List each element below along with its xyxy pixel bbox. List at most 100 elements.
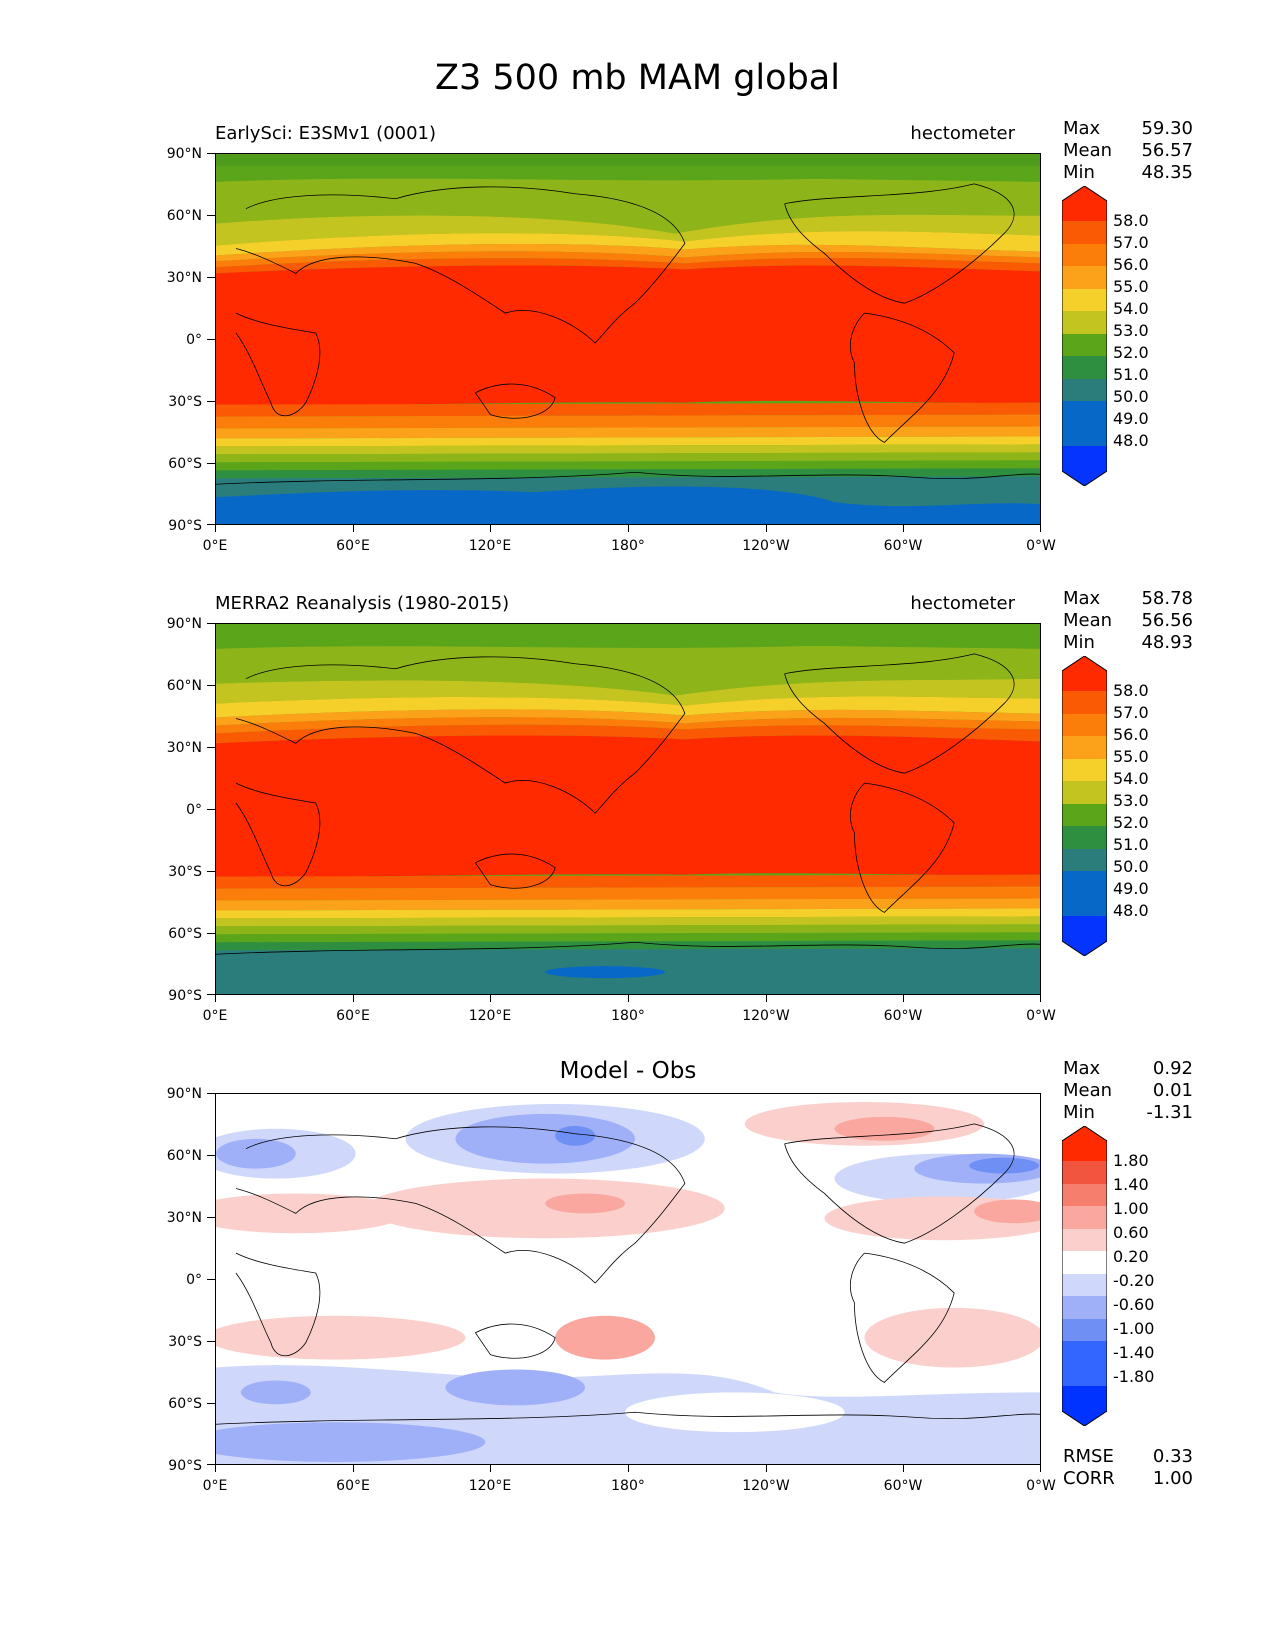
x-tick [215,995,217,1002]
band-s55 [216,426,1040,439]
band-51 [216,154,1040,166]
x-tick [353,995,355,1002]
x-tick [215,525,217,532]
y-tick-label: 30°S [168,864,202,880]
y-tick-label: 0° [186,802,202,818]
pos-anomaly [545,1193,626,1214]
y-tick [207,524,215,526]
x-tick-label: 120°W [742,1008,790,1024]
y-tick-label: 30°S [168,394,202,410]
colorbar-swatches [1061,185,1108,487]
stat-label: Mean [1063,1080,1113,1101]
band-s48 [216,486,1040,524]
band-53 [216,678,1040,706]
x-tick-label: 0°E [202,1478,228,1494]
band-s56 [216,886,1040,901]
pos-anomaly [834,1116,935,1141]
band-s51 [216,932,1040,943]
stat-min: 48.93 [1141,632,1193,653]
x-tick-label: 120°E [468,1478,512,1494]
y-tick-label: 90°S [168,988,202,1004]
colorbar-label: 54.0 [1113,769,1149,788]
stat-min: -1.31 [1146,1102,1193,1123]
y-tick [207,401,215,403]
neg-anomaly [445,1369,586,1406]
x-tick [353,525,355,532]
band-57 [216,724,1040,744]
stat-label: Max [1063,588,1101,609]
panel-obs: MERRA2 Reanalysis (1980-2015) hectometer [0,588,1275,1028]
y-tick [207,685,215,687]
colorbar-label: 0.20 [1113,1247,1149,1266]
stat-max: 58.78 [1141,588,1193,609]
pos-anomaly [216,1193,406,1234]
y-tick-label: 30°N [166,1210,202,1226]
y-tick [207,809,215,811]
y-tick [207,215,215,217]
band-53 [216,214,1040,246]
metric-corr: 1.00 [1152,1468,1193,1489]
stat-label: Min [1063,1102,1095,1123]
stat-label: Max [1063,118,1101,139]
band-s54 [216,908,1040,919]
neg-anomaly [216,1138,296,1169]
x-tick [766,1465,768,1472]
pos-anomaly [864,1307,1040,1368]
x-tick [766,525,768,532]
y-tick-label: 30°S [168,1334,202,1350]
neg-anomaly [216,1422,486,1463]
x-tick-label: 120°E [468,1008,512,1024]
stat-mean: 56.56 [1141,610,1193,631]
pos-anomaly [974,1199,1040,1224]
field-map-diff [216,1094,1040,1464]
y-tick [207,1217,215,1219]
y-tick [207,1279,215,1281]
coastlines [216,1123,1040,1425]
x-tick-label: 60°W [883,1478,923,1494]
panel-model: EarlySci: E3SMv1 (0001) hectometer [0,118,1275,558]
stat-label: Mean [1063,610,1113,631]
metric-label: RMSE [1063,1446,1114,1467]
y-tick-label: 0° [186,332,202,348]
band-s56 [216,414,1040,429]
y-tick-label: 90°S [168,1458,202,1474]
panel-title-left: EarlySci: E3SMv1 (0001) [215,123,437,144]
colorbar-label: 1.80 [1113,1151,1149,1170]
map-diff [215,1093,1041,1465]
coastlines [216,183,1040,485]
colorbar-label: 1.40 [1113,1175,1149,1194]
colorbar-label: 54.0 [1113,299,1149,318]
y-tick-label: 0° [186,1272,202,1288]
neg-anomaly [969,1157,1040,1174]
x-tick [628,995,630,1002]
colorbar-label: 51.0 [1113,365,1149,384]
colorbar-swatches [1061,1125,1108,1427]
x-tick [1040,525,1042,532]
stat-mean: 0.01 [1152,1080,1193,1101]
y-tick-label: 60°N [166,678,202,694]
y-tick [207,1403,215,1405]
colorbar-label: 50.0 [1113,857,1149,876]
map-obs [215,623,1041,995]
band-s53 [216,444,1040,455]
x-tick [903,1465,905,1472]
stat-max: 0.92 [1152,1058,1193,1079]
colorbar-label: 50.0 [1113,387,1149,406]
x-tick-label: 60°W [883,1008,923,1024]
band-54 [216,231,1040,256]
stat-label: Mean [1063,140,1113,161]
y-tick [207,153,215,155]
band-55 [216,243,1040,262]
stats-box: Max 59.30 Mean 56.57 Min 48.35 [1063,118,1193,184]
band-s55 [216,898,1040,911]
panel-title-center: Model - Obs [559,1058,697,1084]
coastlines [216,653,1040,955]
x-tick [903,525,905,532]
x-tick-label: 60°E [336,1008,370,1024]
x-tick-label: 0°W [1026,1008,1056,1024]
field-map-model [216,154,1040,524]
stat-label: Min [1063,632,1095,653]
band-s52 [216,924,1040,935]
band-57 [216,257,1040,274]
x-tick [1040,995,1042,1002]
